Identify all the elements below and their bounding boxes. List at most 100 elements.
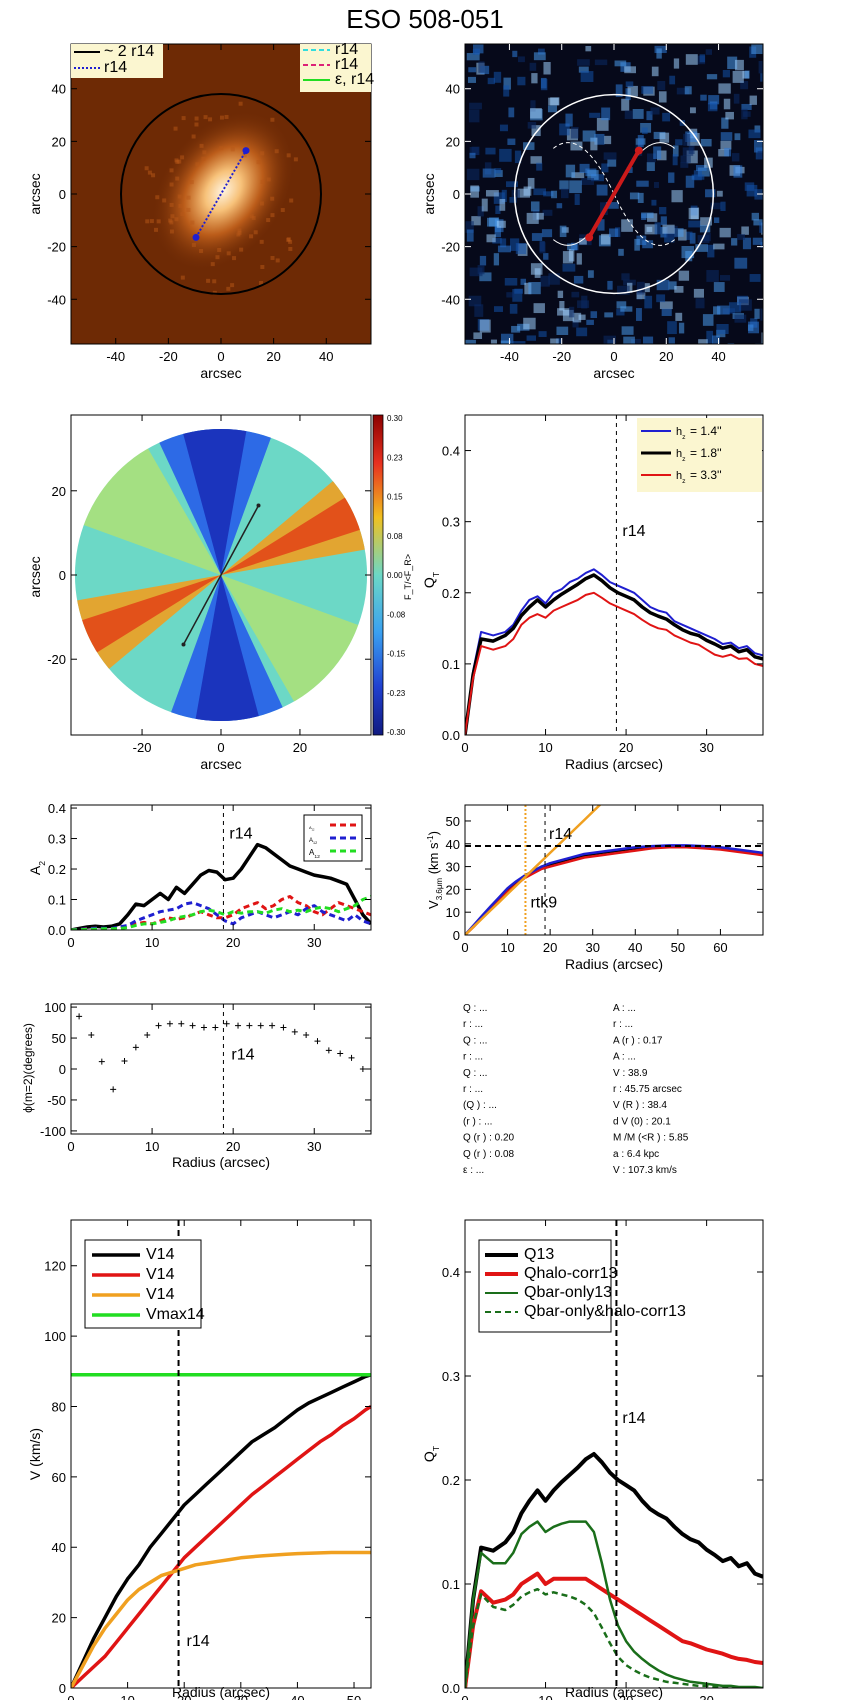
residual-pixel [586, 319, 594, 325]
noise-pixel [280, 208, 285, 213]
y-tick-label: 0 [59, 1681, 66, 1696]
residual-pixel [683, 133, 691, 146]
bar-end-point [585, 233, 594, 242]
noise-pixel [230, 147, 235, 152]
noise-pixel [219, 115, 224, 120]
x-tick-label: 50 [671, 940, 685, 955]
residual-pixel [472, 48, 480, 55]
noise-pixel [199, 143, 204, 148]
noise-pixel [237, 230, 242, 235]
legend-label: Qbar-only13 [524, 1284, 612, 1301]
noise-pixel [256, 160, 261, 165]
residual-pixel [659, 207, 667, 215]
parameter-text: Q : ... [463, 1068, 487, 1079]
residual-pixel [551, 190, 558, 199]
residual-pixel [529, 62, 537, 71]
residual-pixel [642, 240, 654, 249]
residual-pixel [556, 326, 569, 336]
residual-pixel [707, 102, 718, 112]
noise-pixel [259, 280, 264, 285]
residual-pixel [530, 263, 543, 275]
y-tick-label: 0.3 [442, 1369, 460, 1384]
residual-pixel [720, 201, 726, 212]
residual-pixel [501, 189, 507, 202]
residual-pixel [562, 251, 574, 264]
noise-pixel [144, 166, 149, 171]
noise-pixel [232, 256, 237, 261]
bar-circle [513, 93, 715, 295]
parameter-text: A : ... [613, 1003, 636, 1014]
noise-pixel [173, 126, 178, 131]
noise-pixel [206, 278, 211, 283]
residual-pixel [717, 305, 730, 315]
residual-pixel [543, 191, 554, 197]
residual-pixel [548, 273, 560, 285]
bar-axis-line [195, 150, 247, 238]
bar-end-point [256, 503, 261, 508]
y-axis-label: QT [421, 1445, 441, 1462]
residual-pixel [597, 219, 605, 231]
residual-pixel [565, 113, 573, 127]
noise-pixel [293, 157, 298, 162]
noise-pixel [289, 198, 294, 203]
noise-pixel [288, 239, 293, 244]
parameter-text: Q (r ) : 0.20 [463, 1133, 515, 1144]
y-axis-label: V3.6μm (km s-1) [426, 831, 444, 909]
residual-pixel [680, 162, 689, 168]
noise-pixel [194, 116, 199, 121]
residual-pixel [734, 314, 747, 323]
legend-label: hz [676, 426, 686, 441]
residual-pixel [578, 66, 589, 73]
residual-pixel [760, 241, 763, 249]
residual-pixel [565, 164, 576, 178]
residual-pixel [734, 59, 744, 71]
residual-pixel [646, 111, 653, 121]
residual-pixel [484, 162, 492, 175]
residual-pixel [511, 189, 520, 198]
residual-pixel [720, 140, 732, 150]
residual-pixel [517, 188, 531, 198]
x-tick-label: 0 [461, 1693, 468, 1700]
residual-pixel [625, 81, 634, 88]
residual-pixel [713, 243, 725, 250]
bar-end-point [634, 146, 643, 155]
residual-pixel [658, 91, 667, 103]
residual-pixel [761, 332, 763, 344]
legend-label: hz [676, 470, 686, 485]
residual-pixel [530, 156, 542, 164]
residual-pixel [578, 314, 586, 320]
qt-correction-line [465, 1520, 763, 1688]
residual-pixel [653, 181, 659, 188]
residual-pixel [660, 216, 667, 225]
residual-pixel [689, 107, 696, 114]
residual-pixel [571, 172, 585, 179]
bar-axis-line [587, 149, 641, 239]
residual-pixel [596, 118, 609, 131]
y-tick-label: 0.2 [442, 586, 460, 601]
residual-pixel [550, 338, 559, 344]
noise-pixel [199, 248, 204, 253]
residual-pixel [636, 308, 642, 321]
residual-pixel [505, 181, 518, 188]
y-tick-label: 30 [446, 860, 460, 875]
y-tick-label: 100 [44, 1329, 66, 1344]
residual-pixel [661, 308, 672, 316]
residual-pixel [500, 340, 511, 344]
noise-pixel [238, 101, 243, 106]
phase-point [314, 1038, 321, 1045]
residual-pixel [762, 58, 763, 70]
plot-panel: r14 0 10 20 30 0.0 0.1 0.2 0.3 0.4 Radius (arcsec)… [421, 1219, 764, 1700]
residual-pixel [469, 102, 482, 110]
residual-pixel [500, 333, 514, 344]
x-tick-label: -40 [500, 349, 519, 364]
residual-pixel [657, 81, 666, 91]
residual-pixel [559, 180, 569, 190]
x-tick-label: 20 [659, 349, 673, 364]
noise-pixel [186, 207, 191, 212]
y-tick-label: 20 [52, 134, 66, 149]
residual-pixel [504, 277, 518, 286]
residual-pixel [594, 59, 608, 66]
bar-end-point [192, 233, 200, 241]
plot-panel: r14 0 10 20 30 0.0 0.1 0.2 0.3 0.4 A2 A12 A12 A12 [27, 801, 372, 950]
residual-pixel [603, 335, 616, 344]
